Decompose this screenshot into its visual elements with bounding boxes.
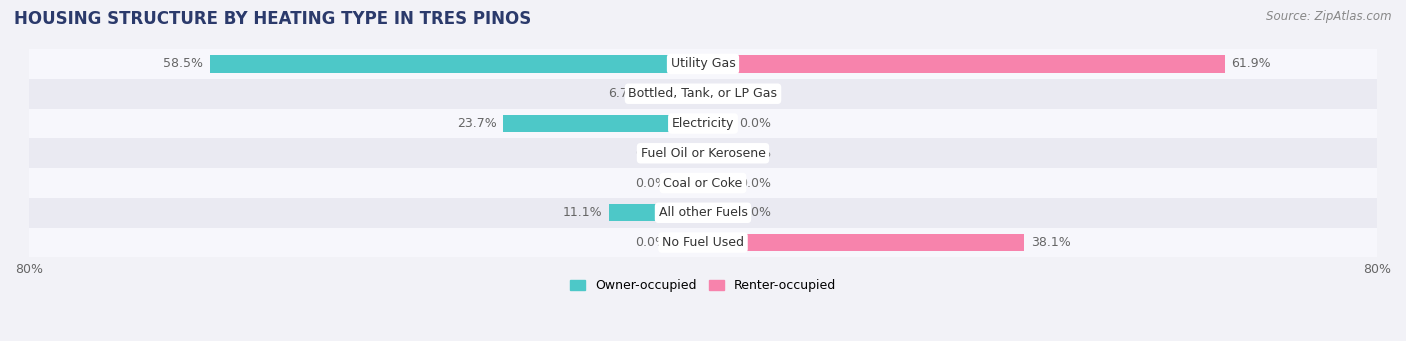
Text: All other Fuels: All other Fuels <box>658 206 748 219</box>
Text: 0.0%: 0.0% <box>634 177 666 190</box>
Bar <box>703 115 733 132</box>
Text: 0.0%: 0.0% <box>634 236 666 249</box>
Text: Utility Gas: Utility Gas <box>671 58 735 71</box>
Text: No Fuel Used: No Fuel Used <box>662 236 744 249</box>
Bar <box>703 55 1225 73</box>
Text: 0.0%: 0.0% <box>634 147 666 160</box>
Text: 0.0%: 0.0% <box>740 87 772 100</box>
Text: 0.0%: 0.0% <box>740 177 772 190</box>
Text: 61.9%: 61.9% <box>1232 58 1271 71</box>
Text: 0.0%: 0.0% <box>740 147 772 160</box>
Bar <box>703 204 733 221</box>
Bar <box>30 198 1376 228</box>
Text: Coal or Coke: Coal or Coke <box>664 177 742 190</box>
Text: Source: ZipAtlas.com: Source: ZipAtlas.com <box>1267 10 1392 23</box>
Bar <box>30 79 1376 109</box>
Text: 6.7%: 6.7% <box>607 87 640 100</box>
Bar <box>609 204 703 221</box>
Legend: Owner-occupied, Renter-occupied: Owner-occupied, Renter-occupied <box>565 274 841 297</box>
Bar <box>673 145 703 162</box>
Bar <box>30 138 1376 168</box>
Text: Fuel Oil or Kerosene: Fuel Oil or Kerosene <box>641 147 765 160</box>
Text: HOUSING STRUCTURE BY HEATING TYPE IN TRES PINOS: HOUSING STRUCTURE BY HEATING TYPE IN TRE… <box>14 10 531 28</box>
Bar <box>703 234 1024 251</box>
Bar <box>503 115 703 132</box>
Bar <box>673 174 703 192</box>
Bar <box>30 228 1376 257</box>
Text: Electricity: Electricity <box>672 117 734 130</box>
Text: Bottled, Tank, or LP Gas: Bottled, Tank, or LP Gas <box>628 87 778 100</box>
Bar <box>647 85 703 102</box>
Text: 58.5%: 58.5% <box>163 58 204 71</box>
Bar <box>30 109 1376 138</box>
Bar <box>30 168 1376 198</box>
Text: 0.0%: 0.0% <box>740 117 772 130</box>
Text: 38.1%: 38.1% <box>1031 236 1070 249</box>
Text: 23.7%: 23.7% <box>457 117 496 130</box>
Bar <box>209 55 703 73</box>
Bar <box>703 174 733 192</box>
Bar <box>30 49 1376 79</box>
Bar <box>703 145 733 162</box>
Text: 0.0%: 0.0% <box>740 206 772 219</box>
Text: 11.1%: 11.1% <box>564 206 603 219</box>
Bar <box>703 85 733 102</box>
Bar <box>673 234 703 251</box>
